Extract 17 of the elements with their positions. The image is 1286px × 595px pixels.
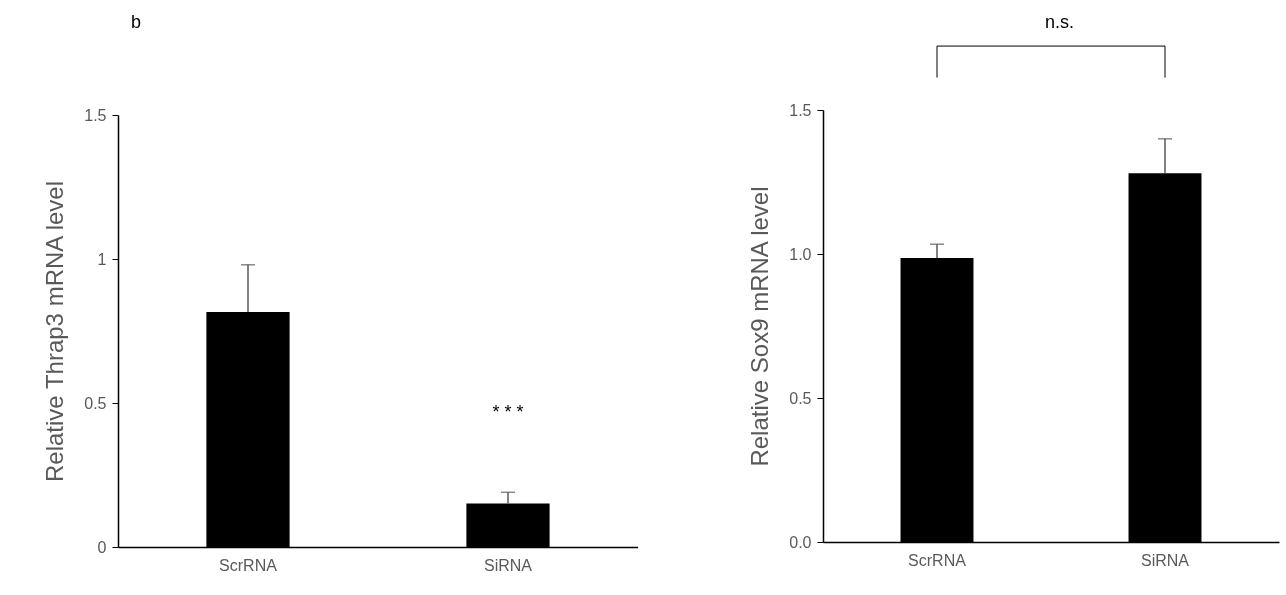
x-tick-label: ScrRNA [908,551,967,569]
text: b [131,12,142,32]
y-tick-label: 0 [97,538,107,556]
y-tick-label: 1.5 [84,106,107,124]
y-tick-label: 1 [97,250,107,268]
x-tick-label: ScrRNA [219,556,278,574]
y-tick-label: 1.5 [789,101,812,119]
y-axis-title: Relative Thrap3 mRNA level [41,180,69,483]
y-tick-label: 0.0 [789,533,812,551]
y-tick-label: 0.5 [84,394,107,412]
text: n.s. [1045,12,1075,32]
y-tick-label: 1.0 [789,245,812,263]
x-tick-label: SiRNA [483,556,533,574]
annotation: * * * [492,402,524,423]
y-tick-label: 0.5 [789,389,812,407]
x-tick-label: SiRNA [1140,551,1190,569]
y-axis-title: Relative Sox9 mRNA level [746,186,774,467]
